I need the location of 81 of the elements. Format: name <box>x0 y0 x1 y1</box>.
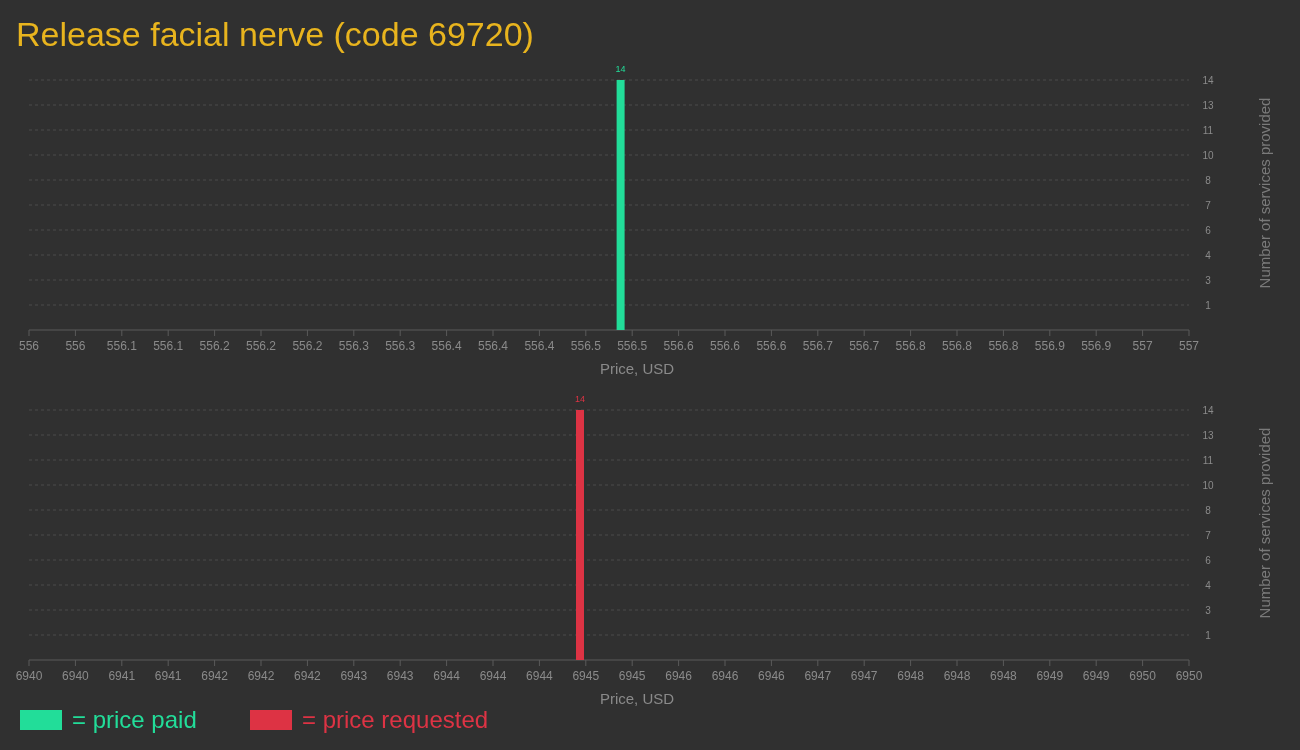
x-tick-label: 556.2 <box>245 339 277 353</box>
x-tick-label: 556.6 <box>756 339 787 353</box>
data-label: 14 <box>574 394 586 404</box>
x-tick-label: 6948 <box>897 669 925 683</box>
x-tick-label: 556.4 <box>524 339 555 353</box>
x-tick-label: 556.8 <box>941 339 973 353</box>
x-tick-label: 6944 <box>526 669 554 683</box>
x-tick-label: 6944 <box>433 669 461 683</box>
x-tick-label: 6940 <box>62 669 90 683</box>
x-tick-label: 6949 <box>1082 669 1110 683</box>
x-tick-label: 6949 <box>1036 669 1064 683</box>
x-tick-label: 556.1 <box>106 339 138 353</box>
y-tick-label: 4 <box>1205 579 1212 591</box>
x-tick-label: 556.5 <box>570 339 602 353</box>
x-tick-label: 6941 <box>154 669 182 683</box>
y-axis-title: Number of services provided <box>1256 97 1273 289</box>
x-tick-label: 6945 <box>572 669 600 683</box>
x-axis-title: Price, USD <box>599 690 675 707</box>
y-axis-title: Number of services provided <box>1256 427 1273 619</box>
x-tick-label: 6941 <box>108 669 136 683</box>
x-tick-label: 556.2 <box>292 339 323 353</box>
y-tick-label: 13 <box>1202 99 1214 111</box>
x-tick-label: 6944 <box>479 669 507 683</box>
y-tick-label: 6 <box>1205 554 1212 566</box>
x-tick-label: 556.4 <box>431 339 462 353</box>
y-tick-label: 7 <box>1205 199 1212 211</box>
x-tick-label: 6947 <box>850 669 878 683</box>
y-tick-label: 3 <box>1205 604 1212 616</box>
y-tick-label: 14 <box>1202 404 1214 416</box>
x-tick-label: 6943 <box>340 669 368 683</box>
y-tick-label: 11 <box>1202 124 1214 136</box>
x-tick-label: 556.6 <box>663 339 694 353</box>
y-tick-label: 14 <box>1202 74 1214 86</box>
x-tick-label: 6940 <box>15 669 43 683</box>
x-tick-label: 556.7 <box>802 339 834 353</box>
y-tick-label: 4 <box>1205 249 1212 261</box>
x-tick-label: 6943 <box>386 669 414 683</box>
x-tick-label: 6950 <box>1175 669 1203 683</box>
x-tick-label: 557 <box>1132 339 1153 353</box>
y-tick-label: 1 <box>1205 629 1212 641</box>
x-tick-label: 6947 <box>804 669 832 683</box>
x-tick-label: 556.4 <box>477 339 509 353</box>
x-tick-label: 6946 <box>665 669 693 683</box>
x-tick-label: 556.8 <box>988 339 1019 353</box>
y-tick-label: 8 <box>1205 504 1212 516</box>
y-tick-label: 10 <box>1202 149 1214 161</box>
x-axis-title: Price, USD <box>599 360 675 377</box>
x-tick-label: 556.3 <box>385 339 416 353</box>
x-tick-label: 556.5 <box>617 339 648 353</box>
x-tick-label: 6948 <box>990 669 1018 683</box>
x-tick-label: 6942 <box>294 669 322 683</box>
y-tick-label: 7 <box>1205 529 1212 541</box>
y-tick-label: 3 <box>1205 274 1212 286</box>
x-tick-label: 556.7 <box>849 339 880 353</box>
y-tick-label: 11 <box>1202 454 1214 466</box>
x-tick-label: 6942 <box>201 669 229 683</box>
y-tick-label: 10 <box>1202 479 1214 491</box>
x-tick-label: 556 <box>18 339 40 353</box>
x-tick-label: 556.8 <box>895 339 926 353</box>
y-tick-label: 8 <box>1205 174 1212 186</box>
x-tick-label: 6946 <box>758 669 786 683</box>
legend-label: = price paid <box>72 706 197 733</box>
x-tick-label: 556.9 <box>1034 339 1066 353</box>
x-tick-label: 6948 <box>943 669 971 683</box>
x-tick-label: 556.9 <box>1081 339 1112 353</box>
y-tick-label: 13 <box>1202 429 1214 441</box>
legend-label: = price requested <box>302 706 489 733</box>
x-tick-label: 556.3 <box>338 339 370 353</box>
data-label: 14 <box>615 64 626 74</box>
x-tick-label: 6945 <box>618 669 646 683</box>
x-tick-label: 556.2 <box>199 339 230 353</box>
x-tick-label: 6946 <box>711 669 739 683</box>
x-tick-label: 556 <box>65 339 86 353</box>
x-tick-label: 557 <box>1178 339 1200 353</box>
x-tick-label: 556.6 <box>709 339 741 353</box>
x-tick-label: 6950 <box>1129 669 1157 683</box>
y-tick-label: 6 <box>1205 224 1212 236</box>
x-tick-label: 556.1 <box>153 339 184 353</box>
y-tick-label: 1 <box>1205 299 1212 311</box>
chart-title: Release facial nerve (code 69720) <box>16 15 534 53</box>
x-tick-label: 6942 <box>247 669 275 683</box>
